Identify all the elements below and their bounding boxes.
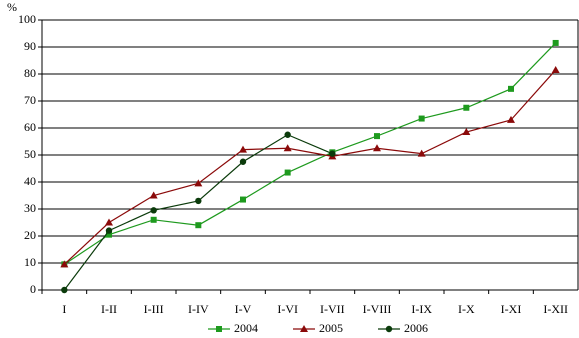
marker xyxy=(284,169,291,176)
marker xyxy=(150,216,157,223)
y-tick-label: 10 xyxy=(24,255,36,269)
y-tick-label: 90 xyxy=(24,39,36,53)
y-axis-label: % xyxy=(7,0,17,14)
legend-label: 2004 xyxy=(234,321,258,335)
x-tick-label: I-XI xyxy=(501,302,522,316)
marker xyxy=(418,115,425,122)
x-tick-label: I-VIII xyxy=(363,302,392,316)
x-tick-label: I-X xyxy=(458,302,475,316)
y-tick-label: 100 xyxy=(18,12,36,26)
y-tick-label: 20 xyxy=(24,228,36,242)
marker xyxy=(195,222,202,229)
y-tick-label: 80 xyxy=(24,66,36,80)
marker xyxy=(373,144,381,152)
marker xyxy=(239,158,247,165)
x-tick-label: I-V xyxy=(235,302,252,316)
legend: 2004 2005 2006 xyxy=(208,321,428,335)
marker xyxy=(60,260,69,268)
marker xyxy=(149,191,158,199)
x-tick-label: I-XII xyxy=(543,302,568,316)
marker xyxy=(105,218,113,226)
x-tick-label: I-II xyxy=(101,302,117,316)
x-tick-label: I xyxy=(62,302,66,316)
marker xyxy=(61,286,68,294)
y-tick-label: 70 xyxy=(24,93,36,107)
series-line xyxy=(63,69,557,265)
marker xyxy=(283,144,292,152)
y-tick-label: 60 xyxy=(24,120,36,134)
x-tick-label: I-IX xyxy=(411,302,432,316)
marker xyxy=(385,325,393,333)
marker xyxy=(216,326,222,332)
marker xyxy=(300,325,308,332)
y-tick-label: 40 xyxy=(24,174,36,188)
marker xyxy=(551,65,560,73)
legend-label: 2006 xyxy=(404,321,428,335)
y-tick-label: 50 xyxy=(24,147,36,161)
x-tick-label: I-III xyxy=(144,302,164,316)
marker xyxy=(463,104,470,111)
marker xyxy=(552,39,559,46)
marker xyxy=(239,145,247,153)
x-tick-label: I-VI xyxy=(277,302,298,316)
marker xyxy=(240,196,246,203)
y-tick-label: 0 xyxy=(30,282,36,296)
x-tick-label: I-VII xyxy=(320,302,345,316)
marker xyxy=(507,115,515,123)
marker xyxy=(105,227,113,234)
x-tick-label: I-IV xyxy=(188,302,209,316)
series-line xyxy=(64,42,557,265)
marker xyxy=(194,179,203,187)
marker xyxy=(462,128,471,136)
marker xyxy=(417,149,426,157)
series-line xyxy=(63,134,333,291)
marker xyxy=(329,150,336,157)
legend-label: 2005 xyxy=(319,321,343,335)
y-tick-label: 30 xyxy=(24,201,36,215)
marker xyxy=(374,133,380,140)
marker xyxy=(106,231,112,238)
marker xyxy=(195,197,202,205)
marker xyxy=(284,131,291,138)
marker xyxy=(150,207,157,214)
marker xyxy=(508,85,514,92)
